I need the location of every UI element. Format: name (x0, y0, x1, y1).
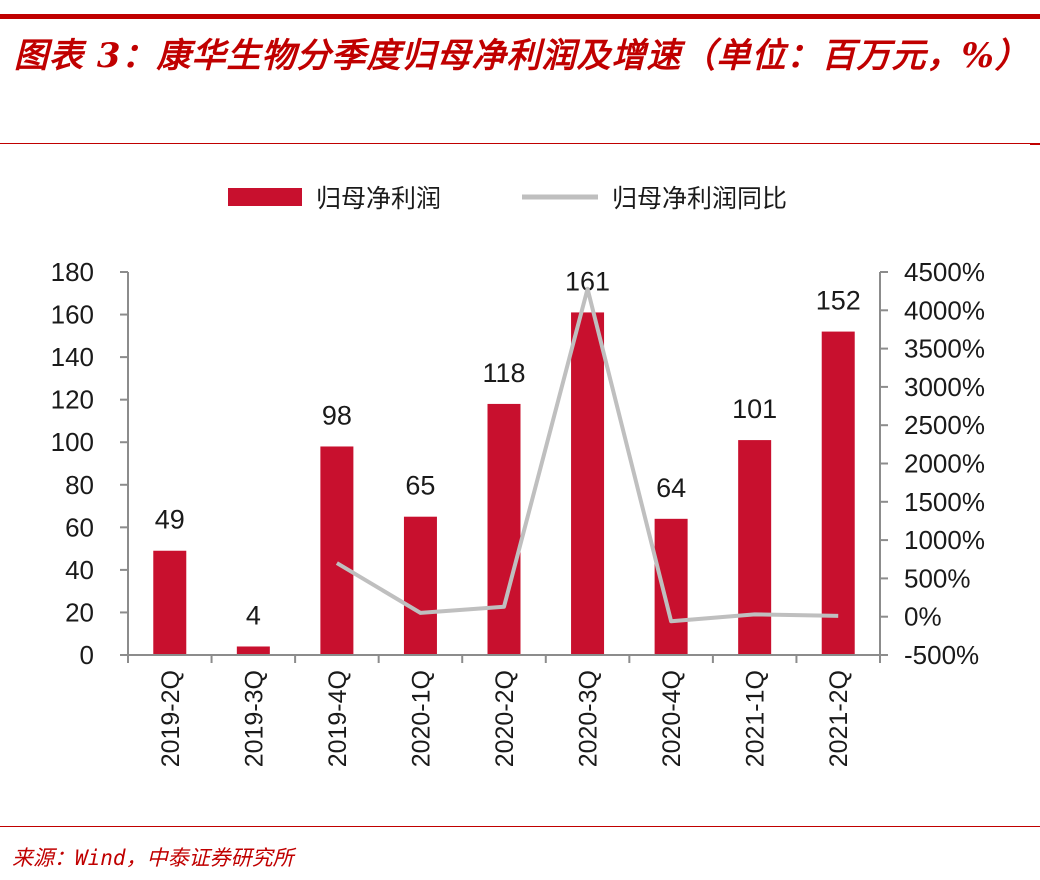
footer-divider (0, 826, 1040, 827)
bar (153, 550, 187, 655)
bar-data-label: 98 (322, 400, 352, 430)
header-top-rule (0, 14, 1040, 19)
right-axis-tick-label: 3000% (904, 372, 985, 402)
chart-area: 归母净利润 归母净利润同比 0 20 40 60 80 100 120 140 160 180 -… (51, 185, 985, 767)
right-axis-tick-label: 3500% (904, 334, 985, 364)
legend-line-label: 归母净利润同比 (612, 185, 787, 213)
right-axis-tick-label: 1000% (904, 525, 985, 555)
left-y-axis: 0 20 40 60 80 100 120 140 160 180 (51, 257, 129, 670)
bar-data-label: 4 (246, 600, 261, 630)
left-axis-tick-label: 80 (65, 470, 94, 500)
left-axis-tick-label: 0 (80, 640, 94, 670)
bar-series (153, 312, 855, 655)
bar (654, 518, 688, 655)
right-axis-tick-label: 4000% (904, 295, 985, 325)
title-divider (0, 143, 1040, 144)
x-axis-tick-label: 2020-3Q (575, 670, 603, 767)
chart-title: 图表 3：康华生物分季度归母净利润及增速（单位：百万元，%） (14, 36, 1030, 76)
right-axis-tick-label: 4500% (904, 257, 985, 287)
bar (403, 516, 437, 655)
bar (571, 312, 605, 655)
bar-data-label: 101 (732, 394, 777, 424)
left-axis-tick-label: 140 (51, 342, 94, 372)
x-axis-tick-label: 2019-4Q (324, 670, 352, 767)
right-axis-tick-label: 1500% (904, 487, 985, 517)
left-axis-tick-label: 120 (51, 385, 94, 415)
x-axis-tick-label: 2020-4Q (658, 670, 686, 767)
right-axis-tick-label: 500% (904, 563, 971, 593)
legend: 归母净利润 归母净利润同比 (228, 185, 787, 213)
x-axis-tick-label: 2020-1Q (407, 670, 435, 767)
yoy-growth-line (335, 286, 839, 624)
bar (320, 446, 354, 655)
bar (738, 440, 772, 655)
legend-bar-swatch (228, 188, 302, 206)
legend-bar-label: 归母净利润 (316, 185, 441, 213)
x-axis-tick-label: 2021-1Q (742, 670, 770, 767)
left-axis-tick-label: 40 (65, 555, 94, 585)
left-axis-tick-label: 60 (65, 512, 94, 542)
right-axis-tick-label: 0% (904, 602, 942, 632)
bar-data-label: 49 (155, 505, 185, 535)
left-axis-tick-label: 160 (51, 300, 94, 330)
x-axis-tick-label: 2019-3Q (240, 670, 268, 767)
bar (487, 403, 521, 655)
x-axis-tick-label: 2020-2Q (491, 670, 519, 767)
line-series (335, 286, 839, 624)
source-note: 来源：Wind，中泰证券研究所 (12, 846, 294, 870)
right-axis-tick-label: -500% (904, 640, 979, 670)
right-axis-tick-label: 2500% (904, 410, 985, 440)
bar-data-label: 118 (482, 358, 525, 388)
x-axis-tick-label: 2019-2Q (157, 670, 185, 767)
bar-data-label: 65 (405, 471, 435, 501)
x-axis: 2019-2Q 2019-3Q 2019-4Q 2020-1Q 2020-2Q 2020-… (127, 654, 881, 767)
title-divider-tick (1030, 143, 1040, 145)
bar-data-label: 152 (816, 286, 861, 316)
bar-data-label: 64 (656, 473, 686, 503)
right-y-axis: -500% 0% 500% 1000% 1500% 2000% 2500% 3000% 3500… (879, 257, 985, 670)
bar (236, 646, 270, 655)
x-axis-tick-label: 2021-2Q (825, 670, 853, 767)
left-axis-tick-label: 100 (51, 427, 94, 457)
bar (821, 331, 855, 655)
right-axis-tick-label: 2000% (904, 449, 985, 479)
left-axis-tick-label: 20 (65, 597, 94, 627)
left-axis-tick-label: 180 (51, 257, 94, 287)
